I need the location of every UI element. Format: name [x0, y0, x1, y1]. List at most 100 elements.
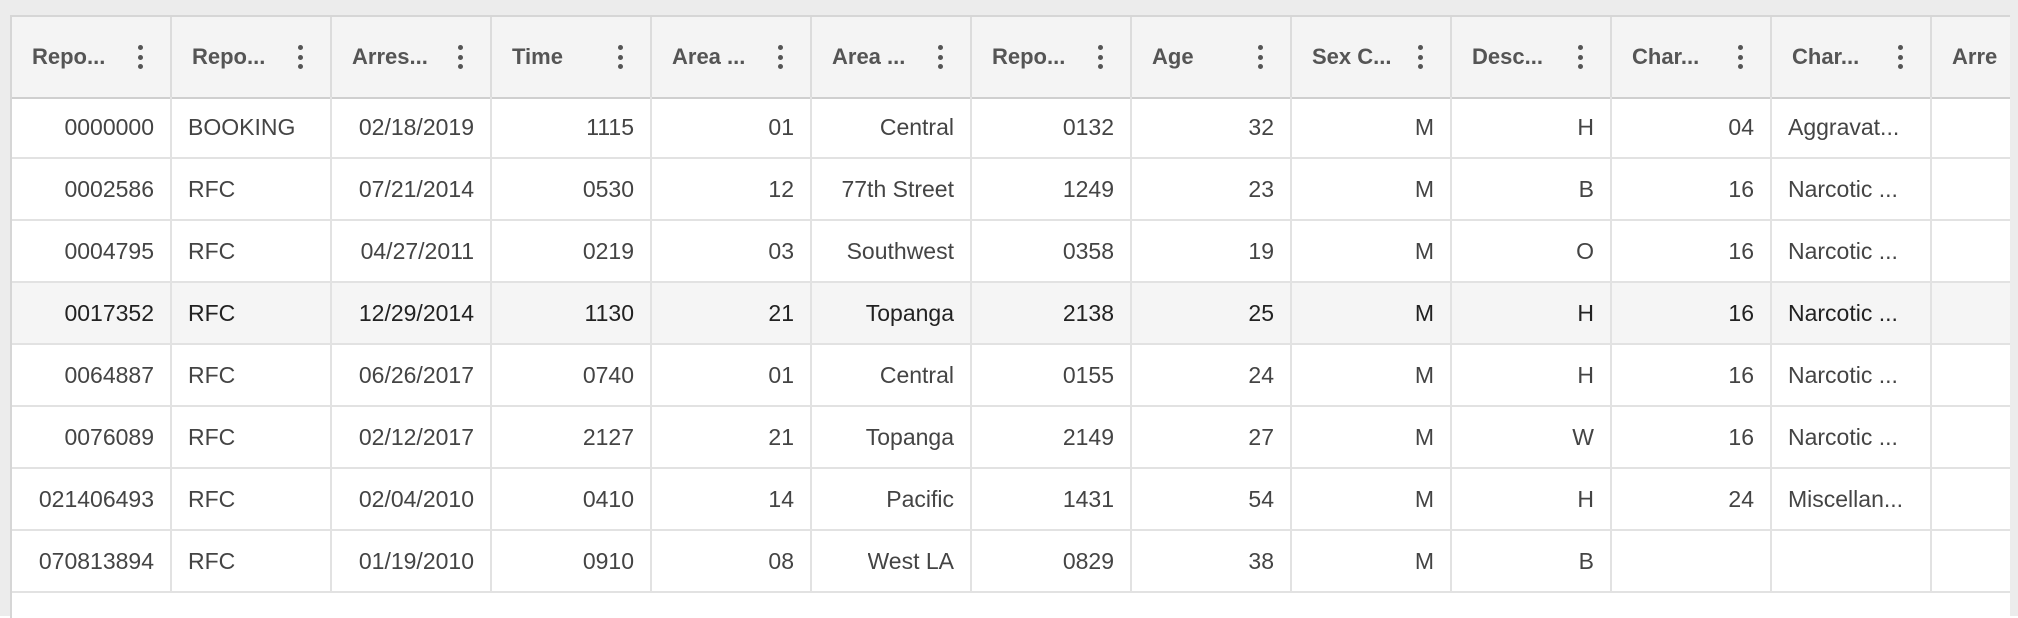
table-cell[interactable]: 0004795 — [12, 221, 172, 281]
column-menu-icon[interactable] — [1576, 45, 1584, 69]
table-cell[interactable]: RFC — [172, 407, 332, 467]
table-cell[interactable] — [1612, 531, 1772, 591]
table-row[interactable]: 021406493 RFC 02/04/2010 0410 14 Pacific 1431 5… — [12, 469, 2010, 531]
column-header-12[interactable]: Arre — [1932, 17, 2010, 97]
table-cell[interactable]: 01/19/2010 — [332, 531, 492, 591]
table-cell[interactable]: 0219 — [492, 221, 652, 281]
table-cell[interactable]: Topanga — [812, 407, 972, 467]
table-cell[interactable]: M — [1292, 469, 1452, 529]
table-cell[interactable]: 0410 — [492, 469, 652, 529]
table-cell[interactable]: Narcotic ... — [1772, 407, 1932, 467]
table-cell[interactable]: RFC — [172, 283, 332, 343]
table-cell[interactable]: 0132 — [972, 97, 1132, 157]
table-cell[interactable]: 1249 — [972, 159, 1132, 219]
table-cell[interactable]: B — [1452, 531, 1612, 591]
table-cell[interactable]: 08 — [652, 531, 812, 591]
table-cell[interactable]: Topanga — [812, 283, 972, 343]
table-row[interactable]: 0000000 BOOKING 02/18/2019 1115 01 Central 013… — [12, 97, 2010, 159]
column-header-8[interactable]: Sex C... — [1292, 17, 1452, 97]
table-cell[interactable]: 06/26/2017 — [332, 345, 492, 405]
table-cell[interactable]: 0740 — [492, 345, 652, 405]
table-cell[interactable]: Narcotic ... — [1772, 159, 1932, 219]
table-cell[interactable]: 02/12/2017 — [332, 407, 492, 467]
column-header-9[interactable]: Desc... — [1452, 17, 1612, 97]
table-cell[interactable]: H — [1452, 283, 1612, 343]
table-cell[interactable]: 0000000 — [12, 97, 172, 157]
table-cell[interactable] — [1932, 283, 2010, 343]
table-row[interactable]: 0076089 RFC 02/12/2017 2127 21 Topanga 2149 27 M… — [12, 407, 2010, 469]
column-menu-icon[interactable] — [456, 45, 464, 69]
table-cell[interactable]: B — [1452, 159, 1612, 219]
table-cell[interactable]: 32 — [1132, 97, 1292, 157]
table-row[interactable]: 0064887 RFC 06/26/2017 0740 01 Central 0155 24 M… — [12, 345, 2010, 407]
table-cell[interactable] — [1932, 407, 2010, 467]
table-cell[interactable]: 0064887 — [12, 345, 172, 405]
table-cell[interactable]: 01 — [652, 97, 812, 157]
table-cell[interactable]: 03 — [652, 221, 812, 281]
table-cell[interactable]: 19 — [1132, 221, 1292, 281]
table-cell[interactable]: Central — [812, 345, 972, 405]
table-cell[interactable]: 16 — [1612, 221, 1772, 281]
column-menu-icon[interactable] — [1416, 45, 1424, 69]
table-cell[interactable]: 21 — [652, 407, 812, 467]
column-header-3[interactable]: Time — [492, 17, 652, 97]
table-cell[interactable] — [1932, 531, 2010, 591]
table-cell[interactable]: RFC — [172, 531, 332, 591]
table-cell[interactable]: 0017352 — [12, 283, 172, 343]
table-cell[interactable]: 2149 — [972, 407, 1132, 467]
table-cell[interactable]: 07/21/2014 — [332, 159, 492, 219]
table-cell[interactable]: RFC — [172, 221, 332, 281]
table-cell[interactable]: M — [1292, 221, 1452, 281]
table-cell[interactable]: 24 — [1612, 469, 1772, 529]
table-cell[interactable] — [1932, 469, 2010, 529]
table-cell[interactable]: RFC — [172, 469, 332, 529]
column-menu-icon[interactable] — [1896, 45, 1904, 69]
table-cell[interactable]: 12/29/2014 — [332, 283, 492, 343]
table-cell[interactable]: Aggravat... — [1772, 97, 1932, 157]
table-cell[interactable]: 04/27/2011 — [332, 221, 492, 281]
table-cell[interactable]: Narcotic ... — [1772, 283, 1932, 343]
table-cell[interactable]: 54 — [1132, 469, 1292, 529]
table-cell[interactable] — [1932, 97, 2010, 157]
table-cell[interactable]: M — [1292, 97, 1452, 157]
table-cell[interactable]: 0829 — [972, 531, 1132, 591]
table-cell[interactable]: 0155 — [972, 345, 1132, 405]
table-cell[interactable]: 16 — [1612, 407, 1772, 467]
table-cell[interactable]: 0910 — [492, 531, 652, 591]
table-cell[interactable]: H — [1452, 469, 1612, 529]
column-menu-icon[interactable] — [1256, 45, 1264, 69]
table-cell[interactable]: Central — [812, 97, 972, 157]
table-row[interactable]: 070813894 RFC 01/19/2010 0910 08 West LA 0829 3… — [12, 531, 2010, 593]
table-cell[interactable]: RFC — [172, 159, 332, 219]
table-row[interactable]: 0004795 RFC 04/27/2011 0219 03 Southwest 0358 1… — [12, 221, 2010, 283]
table-cell[interactable]: 0076089 — [12, 407, 172, 467]
column-header-10[interactable]: Char... — [1612, 17, 1772, 97]
column-header-2[interactable]: Arres... — [332, 17, 492, 97]
table-cell[interactable]: 25 — [1132, 283, 1292, 343]
table-cell[interactable]: Southwest — [812, 221, 972, 281]
column-header-6[interactable]: Repo... — [972, 17, 1132, 97]
table-cell[interactable]: 16 — [1612, 283, 1772, 343]
column-header-0[interactable]: Repo... — [12, 17, 172, 97]
table-cell[interactable]: 04 — [1612, 97, 1772, 157]
column-menu-icon[interactable] — [1736, 45, 1744, 69]
table-cell[interactable]: 1431 — [972, 469, 1132, 529]
column-menu-icon[interactable] — [616, 45, 624, 69]
table-cell[interactable]: Narcotic ... — [1772, 221, 1932, 281]
table-cell[interactable]: M — [1292, 407, 1452, 467]
table-cell[interactable]: 16 — [1612, 345, 1772, 405]
table-cell[interactable]: W — [1452, 407, 1612, 467]
column-header-11[interactable]: Char... — [1772, 17, 1932, 97]
table-cell[interactable]: M — [1292, 159, 1452, 219]
table-cell[interactable] — [1772, 531, 1932, 591]
table-cell[interactable]: West LA — [812, 531, 972, 591]
table-cell[interactable]: M — [1292, 531, 1452, 591]
table-cell[interactable]: 14 — [652, 469, 812, 529]
table-cell[interactable]: 021406493 — [12, 469, 172, 529]
table-cell[interactable]: 77th Street — [812, 159, 972, 219]
table-cell[interactable]: H — [1452, 97, 1612, 157]
table-cell[interactable]: 070813894 — [12, 531, 172, 591]
table-cell[interactable]: 12 — [652, 159, 812, 219]
table-cell[interactable]: 0530 — [492, 159, 652, 219]
column-menu-icon[interactable] — [296, 45, 304, 69]
